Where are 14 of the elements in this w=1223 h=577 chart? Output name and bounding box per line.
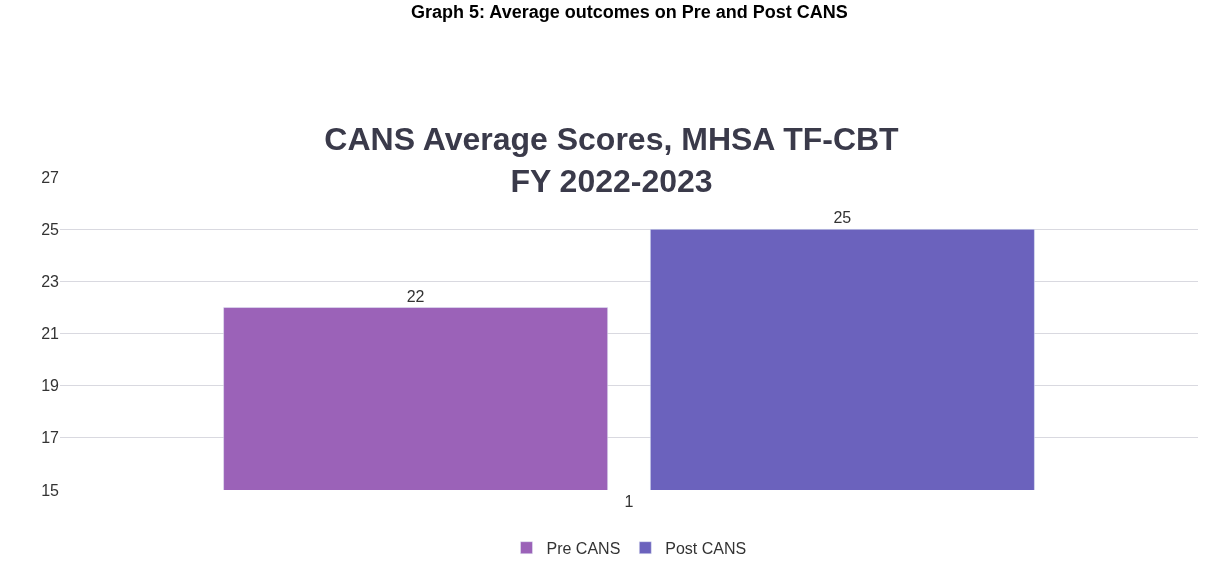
y-tick-label: 17 bbox=[41, 429, 60, 447]
legend-label: Pre CANS bbox=[546, 539, 621, 557]
x-tick-label: 1 bbox=[624, 493, 634, 510]
y-tick-label: 25 bbox=[41, 220, 60, 238]
y-tick-label: 21 bbox=[41, 325, 60, 343]
y-tick-label: 23 bbox=[41, 273, 60, 291]
legend-label: Post CANS bbox=[665, 539, 747, 557]
data-label: 22 bbox=[406, 287, 425, 305]
chart-title: CANS Average Scores, MHSA TF-CBT FY 2022-2023 bbox=[324, 121, 900, 199]
y-tick-label: 19 bbox=[41, 377, 60, 395]
caption: Graph 5: Average outcomes on Pre and Post CANS bbox=[411, 2, 848, 22]
data-label: 25 bbox=[833, 209, 852, 227]
y-tick-label: 27 bbox=[41, 168, 60, 186]
y-tick-label: 15 bbox=[41, 481, 60, 499]
